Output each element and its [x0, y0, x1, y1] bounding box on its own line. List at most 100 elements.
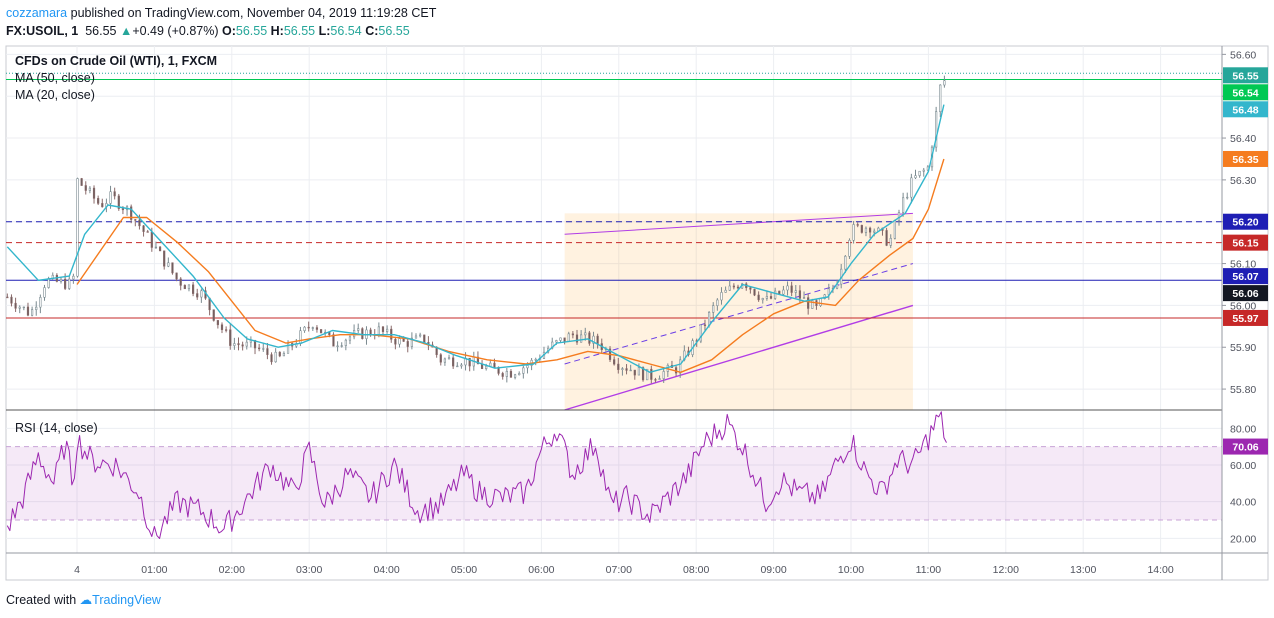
price-badge-label: 56.06 [1232, 288, 1258, 300]
price-tick-label: 56.60 [1230, 49, 1256, 61]
candle-body [646, 368, 649, 381]
candle-body [101, 203, 104, 208]
moving-averages [6, 104, 945, 373]
price-tick-label: 55.90 [1230, 342, 1256, 354]
footer: Created with ☁TradingView [6, 592, 161, 607]
price-tick-label: 56.10 [1230, 259, 1256, 271]
price-badge-56-06 [1223, 285, 1268, 302]
candle-body [410, 337, 413, 347]
candle-body [518, 373, 521, 376]
candle-body [439, 354, 442, 363]
candle-body [794, 290, 797, 293]
candle-body [245, 341, 248, 347]
candle-body [72, 275, 75, 280]
candle-body [736, 286, 740, 289]
candle-body [844, 255, 847, 270]
price-badge-56-54 [1223, 84, 1268, 101]
candle-body [823, 294, 826, 299]
candle-body [703, 324, 707, 326]
time-tick-label: 08:00 [683, 564, 709, 576]
rsi-tick-label: 20.00 [1230, 533, 1256, 545]
candle-body [596, 335, 599, 344]
candle-body [485, 365, 488, 369]
candle-body [167, 262, 170, 267]
channel-lower-line [564, 304, 914, 411]
candle-body [76, 178, 79, 277]
candle-body [868, 227, 872, 233]
price-badge-label: 56.20 [1232, 217, 1258, 229]
time-tick-label: 06:00 [528, 564, 554, 576]
author-link[interactable]: cozzamara [6, 6, 68, 20]
candle-body [902, 197, 905, 213]
candle-body [220, 324, 224, 330]
candle-body [18, 306, 21, 309]
candle-body [914, 175, 917, 179]
legend-ma20[interactable]: MA (20, close) [15, 88, 95, 102]
time-tick-label: 12:00 [993, 564, 1019, 576]
candle-body [311, 327, 314, 329]
candle-body [571, 333, 574, 336]
candle-body [625, 368, 628, 371]
candle-body [761, 297, 764, 301]
low-value: 56.54 [330, 24, 362, 38]
tradingview-logo-icon: ☁ [79, 593, 93, 607]
candle-body [196, 293, 199, 298]
candle-body [142, 225, 145, 232]
candle-body [80, 178, 83, 186]
candle-body [88, 187, 91, 191]
candle-body [121, 208, 125, 211]
candle-body [138, 219, 141, 227]
rsi-tick-label: 80.00 [1230, 423, 1256, 435]
candle-body [811, 300, 814, 309]
last-price: 56.55 [85, 24, 117, 38]
candle-body [179, 278, 182, 286]
candle-body [402, 338, 405, 342]
candle-body [225, 329, 228, 331]
time-tick-label: 03:00 [296, 564, 322, 576]
channel-drawing[interactable] [564, 212, 914, 411]
price-badge-label: 56.55 [1232, 70, 1258, 82]
candle-body [452, 357, 455, 367]
candle-body [885, 230, 888, 246]
candle-body [563, 337, 566, 342]
time-tick-label: 13:00 [1070, 564, 1096, 576]
candle-body [270, 354, 273, 363]
legend-ma50[interactable]: MA (50, close) [15, 71, 95, 85]
candle-body [171, 262, 174, 274]
up-arrow-icon: ▲ [119, 24, 133, 38]
time-tick-label: 04:00 [373, 564, 399, 576]
rsi-title[interactable]: RSI (14, close) [15, 421, 98, 435]
candle-body [707, 312, 711, 326]
candle-body [790, 285, 793, 293]
candle-body [724, 289, 727, 293]
candle-body [229, 329, 232, 346]
rsi-line [6, 411, 947, 539]
candle-body [274, 351, 277, 363]
rsi-band [6, 446, 1222, 521]
candle-body [394, 338, 397, 345]
candle-body [509, 370, 513, 378]
candle-body [588, 332, 591, 344]
price-badge-label: 56.15 [1232, 238, 1258, 250]
candle-body [344, 339, 347, 346]
price-badge-56-48 [1223, 101, 1268, 118]
candle-body [278, 351, 281, 357]
tradingview-link[interactable]: TradingView [92, 593, 161, 607]
candle-body [468, 357, 471, 367]
rsi-series [6, 411, 947, 539]
candle-body [716, 299, 719, 306]
open-label: O: [221, 24, 236, 38]
high-value: 56.55 [283, 24, 316, 38]
candle-body [299, 330, 302, 344]
candle-body [856, 224, 859, 226]
ma20-line [6, 104, 945, 373]
candle-body [109, 191, 112, 204]
candle-body [68, 278, 71, 289]
candle-body [774, 290, 777, 299]
candle-body [10, 296, 13, 304]
axes: 56.6056.5056.4056.3056.2056.1056.0055.90… [74, 49, 1256, 576]
candle-body [910, 177, 913, 198]
candle-body [460, 364, 463, 367]
candle-body [398, 338, 401, 345]
